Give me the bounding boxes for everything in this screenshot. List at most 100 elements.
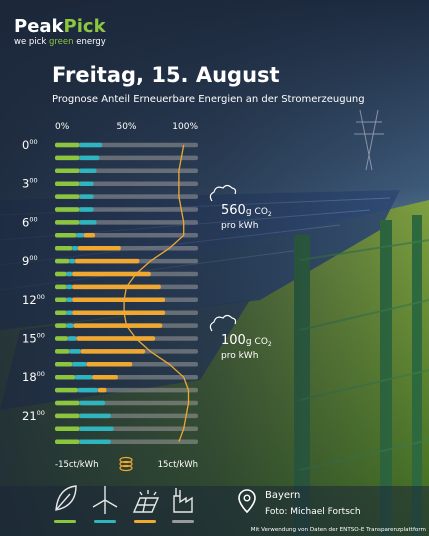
minutes: 00 <box>29 138 37 146</box>
hour-label: 000 <box>22 138 38 152</box>
coin <box>119 464 133 472</box>
legend-swatch <box>134 520 156 523</box>
bar-segment <box>55 245 73 251</box>
bar-segment <box>72 310 166 315</box>
wind-icon <box>92 486 118 514</box>
bar-segment <box>69 349 81 354</box>
coin-icon <box>119 456 133 472</box>
legend-swatch <box>54 520 76 523</box>
co2-gas: CO <box>255 337 268 347</box>
coin <box>119 460 133 468</box>
bar-segment <box>79 400 106 406</box>
bar-segment <box>79 220 97 225</box>
bar-segment <box>72 271 151 277</box>
bar-segment <box>66 284 73 290</box>
bar-segment <box>55 181 80 186</box>
tagline: energy <box>76 37 106 47</box>
bar-segment <box>55 349 70 354</box>
hour: 9 <box>22 254 29 268</box>
legend <box>54 485 194 523</box>
bar-segment <box>55 233 77 238</box>
co2-unit: g <box>246 207 252 217</box>
minutes: 00 <box>29 215 37 223</box>
logo: PeakPick we pick green energy <box>14 16 107 47</box>
co2-value: 100 <box>221 333 246 348</box>
bar-segment <box>55 271 67 277</box>
bar-segment <box>55 310 67 315</box>
bar-segment <box>55 284 67 290</box>
photo-credit: Foto: Michael Fortsch <box>265 507 361 517</box>
bar-segment <box>55 387 78 393</box>
co2-gas: CO <box>255 207 268 217</box>
bar-segment <box>55 297 67 303</box>
bar-segment <box>69 258 76 264</box>
bar-segment <box>76 336 156 341</box>
bar-segment <box>77 387 98 393</box>
bar-segment <box>55 374 76 380</box>
bar-segment <box>55 336 68 341</box>
chart: 0% 50% 100%0003006009001200150018002100-15… <box>22 122 272 472</box>
hour-label: 1500 <box>22 332 45 346</box>
hour-label: 600 <box>22 215 38 229</box>
hour-label: 900 <box>22 254 38 268</box>
bar-segment <box>72 245 78 251</box>
bar-segment <box>72 284 161 290</box>
hour: 6 <box>22 215 29 229</box>
bar-segment <box>76 233 84 238</box>
minutes: 00 <box>37 332 45 340</box>
bar-segment <box>72 362 87 367</box>
bar-segment <box>55 400 80 406</box>
co2-unit: g <box>246 337 252 347</box>
minutes: 00 <box>37 293 45 301</box>
bar-segment <box>72 297 166 303</box>
logo-tagline: we pick green energy <box>14 37 106 47</box>
bar-segment <box>77 245 121 251</box>
x-tick-label: 100% <box>172 122 198 132</box>
co2-annotation: 100g CO2 <box>221 333 272 348</box>
minutes: 00 <box>37 370 45 378</box>
bar-segment <box>55 258 70 264</box>
hour-label: 1800 <box>22 370 45 384</box>
bar-segment <box>55 207 80 212</box>
hour: 3 <box>22 177 29 191</box>
bar-segment <box>73 323 163 328</box>
title: Freitag, 15. August <box>52 63 280 87</box>
bar-segment <box>55 142 80 148</box>
logo-brand-a: Peak <box>14 16 65 37</box>
bar-segment <box>66 271 73 277</box>
price-tick-label: 15ct/kWh <box>158 460 198 470</box>
fossil-icon <box>173 488 193 513</box>
solar-icon <box>132 490 160 513</box>
hour: 21 <box>22 409 37 423</box>
bar-segment <box>55 413 80 419</box>
bar-segment <box>55 439 80 444</box>
legend-swatch <box>172 520 194 523</box>
bar-segment <box>55 220 80 225</box>
co2-per: pro kWh <box>221 221 258 231</box>
bar-segment <box>79 168 97 174</box>
pin-dot <box>243 494 251 502</box>
tagline: green <box>49 37 74 47</box>
pin-icon <box>238 489 256 514</box>
bar-segment <box>55 426 80 432</box>
data-credit: Mit Verwendung von Daten der ENTSO-E Tra… <box>251 527 426 533</box>
bar-segment <box>79 142 103 148</box>
hour-label: 2100 <box>22 409 45 423</box>
bar-segment <box>92 374 118 380</box>
hour-label: 1200 <box>22 293 45 307</box>
bar-segment <box>86 362 133 367</box>
bar-segment <box>79 181 94 186</box>
bar-segment <box>97 387 107 393</box>
hour: 0 <box>22 138 29 152</box>
hour: 18 <box>22 370 37 384</box>
x-tick-label: 50% <box>116 122 136 132</box>
bar-segment <box>80 349 146 354</box>
bar-segment <box>55 362 73 367</box>
x-tick-label: 0% <box>55 122 70 132</box>
minutes: 00 <box>29 254 37 262</box>
location: Bayern <box>265 490 300 501</box>
co2-sub: 2 <box>268 341 272 348</box>
bar-segment <box>83 233 96 238</box>
legend-swatch <box>94 520 116 523</box>
bar-segment <box>79 413 111 419</box>
